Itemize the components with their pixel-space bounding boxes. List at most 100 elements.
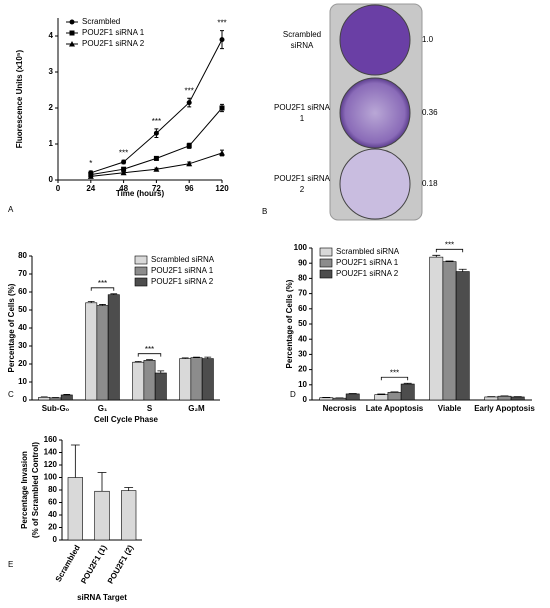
error-bar xyxy=(97,472,107,492)
bar xyxy=(49,397,62,401)
data-point xyxy=(120,169,127,176)
bar xyxy=(154,372,167,401)
y-tick-label: 2 xyxy=(49,103,54,112)
error-bar xyxy=(87,300,95,303)
x-tick-label: S xyxy=(147,404,153,413)
y-tick-label: 3 xyxy=(49,67,54,76)
significance-bracket xyxy=(435,248,464,253)
y-tick-label: 20 xyxy=(298,365,307,374)
x-tick-label: 96 xyxy=(185,184,194,193)
x-tick-label: 24 xyxy=(86,184,95,193)
y-tick-label: 40 xyxy=(18,323,27,332)
x-tick-label: Sub-G₀ xyxy=(42,404,70,413)
x-tick-label: 48 xyxy=(119,184,128,193)
legend-label: POU2F1 siRNA 2 xyxy=(82,39,145,48)
well-value: 0.36 xyxy=(422,108,438,117)
well-label-line: POU2F1 siRNA xyxy=(274,103,331,112)
bar xyxy=(374,394,389,401)
x-tick-label: G₂M xyxy=(188,404,205,413)
y-axis-label-line: Percentage Invasion xyxy=(20,451,29,529)
bar xyxy=(94,490,110,541)
bar xyxy=(107,294,120,401)
data-point xyxy=(219,150,225,156)
well-value: 1.0 xyxy=(422,35,434,44)
significance-bracket xyxy=(380,376,409,381)
y-tick-label: 1 xyxy=(49,139,54,148)
well-label-line: siRNA xyxy=(291,41,314,50)
panel-label: B xyxy=(262,207,267,216)
significance-bracket xyxy=(90,287,115,291)
data-point xyxy=(219,37,225,43)
error-bar xyxy=(193,356,200,358)
well xyxy=(339,4,411,76)
bar xyxy=(387,392,402,401)
significance: *** xyxy=(217,19,226,28)
x-tick-label: Viable xyxy=(438,404,462,413)
y-tick-label: 30 xyxy=(298,350,307,359)
x-tick-label: Late Apoptosis xyxy=(366,404,424,413)
x-tick-label: POU2F1 (1) xyxy=(79,543,109,585)
bar xyxy=(85,302,98,401)
x-tick-label: 72 xyxy=(152,184,161,193)
y-tick-label: 70 xyxy=(298,289,307,298)
y-tick-label: 0 xyxy=(23,395,28,404)
bar xyxy=(67,477,83,541)
bar xyxy=(442,261,457,401)
legend-swatch xyxy=(134,266,148,276)
y-tick-label: 100 xyxy=(44,473,58,482)
legend-swatch xyxy=(134,255,148,265)
error-bar xyxy=(146,359,153,361)
bar xyxy=(201,358,214,401)
error-bar xyxy=(110,293,118,295)
y-tick-label: 20 xyxy=(18,359,27,368)
y-tick-label: 140 xyxy=(44,448,58,457)
y-tick-label: 60 xyxy=(298,304,307,313)
error-bar xyxy=(99,304,106,306)
bar xyxy=(60,394,73,401)
legend-label: POU2F1 siRNA 1 xyxy=(82,28,145,37)
error-bar xyxy=(204,356,212,359)
legend-label: POU2F1 siRNA 2 xyxy=(336,269,399,278)
bar xyxy=(455,271,470,401)
y-tick-label: 0 xyxy=(53,535,58,544)
x-tick-label: Necrosis xyxy=(323,404,357,413)
error-bar xyxy=(124,487,134,491)
y-axis-label: Fluorescence Units (x10⁵) xyxy=(15,49,24,148)
data-point xyxy=(121,159,127,165)
legend-marker xyxy=(69,30,75,36)
legend-label: POU2F1 siRNA 1 xyxy=(336,258,399,267)
x-axis-label: siRNA Target xyxy=(77,593,127,602)
x-axis-label: Time (hours) xyxy=(116,189,165,198)
error-bar xyxy=(134,361,142,363)
y-tick-label: 40 xyxy=(48,510,57,519)
data-point xyxy=(121,166,127,172)
significance-bracket xyxy=(137,353,162,357)
x-tick-label: POU2F1 (2) xyxy=(106,543,136,585)
error-bar xyxy=(445,260,454,262)
y-axis-label: Percentage of Cells (%) xyxy=(285,279,294,368)
x-tick-label: Early Apoptosis xyxy=(474,404,535,413)
error-bar xyxy=(157,370,165,373)
error-bar xyxy=(377,393,386,395)
x-tick-label: G₁ xyxy=(98,404,108,413)
data-point xyxy=(186,160,193,167)
error-bar xyxy=(70,444,80,478)
y-tick-label: 0 xyxy=(49,175,54,184)
bar xyxy=(38,396,51,401)
legend-swatch xyxy=(134,277,148,287)
y-tick-label: 90 xyxy=(298,258,307,267)
panel-label: A xyxy=(8,205,14,214)
series-line xyxy=(90,39,223,174)
bar xyxy=(96,305,109,401)
panel-label: E xyxy=(8,560,13,569)
x-tick-label: Scrambled xyxy=(54,543,82,583)
data-point xyxy=(186,100,192,106)
y-tick-label: 120 xyxy=(44,460,58,469)
y-tick-label: 100 xyxy=(294,243,308,252)
legend-swatch xyxy=(319,269,333,279)
data-point xyxy=(153,155,159,161)
well-label: POU2F1 siRNA 1 xyxy=(274,103,331,123)
data-point xyxy=(186,143,192,149)
